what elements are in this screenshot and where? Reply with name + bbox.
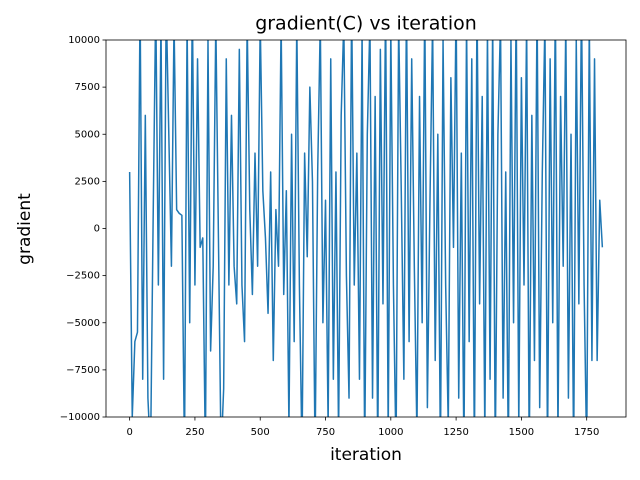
y-tick-label: −5000 <box>66 318 100 329</box>
x-tick-label: 0 <box>126 427 132 438</box>
x-tick-label: 1750 <box>574 427 599 438</box>
y-tick-label: 0 <box>94 224 100 235</box>
x-tick-label: 750 <box>316 427 335 438</box>
x-tick-label: 250 <box>185 427 204 438</box>
x-tick-label: 1000 <box>378 427 403 438</box>
x-axis-label: iteration <box>330 445 402 465</box>
y-tick-label: 7500 <box>75 82 100 93</box>
x-tick-label: 500 <box>251 427 270 438</box>
y-tick-label: −10000 <box>60 412 100 423</box>
data-line <box>128 40 604 417</box>
y-tick-label: 5000 <box>75 129 100 140</box>
x-tick-label: 1250 <box>443 427 468 438</box>
y-axis-label: gradient <box>15 193 35 265</box>
y-tick-label: −7500 <box>66 365 100 376</box>
x-tick-label: 1500 <box>509 427 534 438</box>
y-tick-label: 10000 <box>68 35 100 46</box>
y-tick-label: 2500 <box>75 176 100 187</box>
chart-title: gradient(C) vs iteration <box>255 13 477 35</box>
y-tick-label: −2500 <box>66 271 100 282</box>
